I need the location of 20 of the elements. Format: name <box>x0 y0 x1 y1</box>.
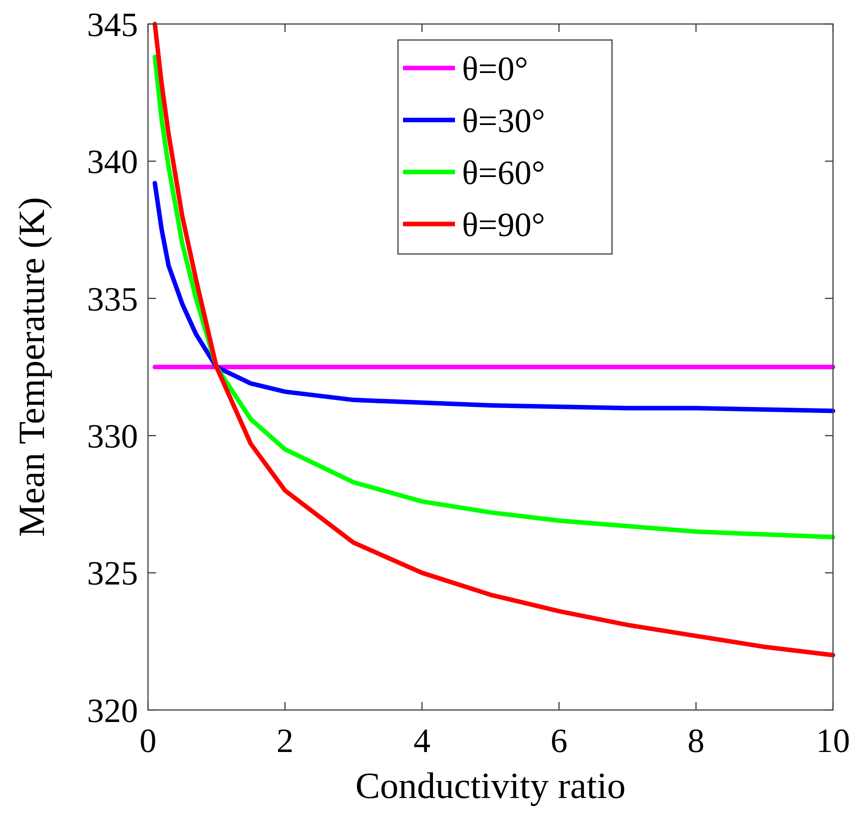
y-tick-label: 340 <box>87 144 138 182</box>
y-tick-label: 345 <box>87 6 138 44</box>
y-tick-label: 320 <box>87 692 138 730</box>
legend-label: θ=60° <box>462 154 546 192</box>
y-tick-label: 325 <box>87 556 138 593</box>
x-tick-label: 8 <box>688 723 704 760</box>
x-tick-label: 0 <box>140 723 156 760</box>
line-series <box>152 54 836 540</box>
x-tick-label: 2 <box>276 723 294 760</box>
y-axis-title: Mean Temperature (K) <box>12 197 53 537</box>
legend-label: θ=0° <box>462 50 528 88</box>
x-tick-label: 6 <box>550 723 568 760</box>
x-axis-title: Conductivity ratio <box>355 766 626 807</box>
legend-label: θ=90° <box>462 206 546 244</box>
legend-label: θ=30° <box>462 102 546 140</box>
x-tick-label: 10 <box>816 723 850 760</box>
x-tick-label: 4 <box>414 723 430 760</box>
line-series <box>152 22 836 658</box>
y-tick-label: 335 <box>87 281 138 318</box>
y-tick-label: 330 <box>87 418 138 456</box>
